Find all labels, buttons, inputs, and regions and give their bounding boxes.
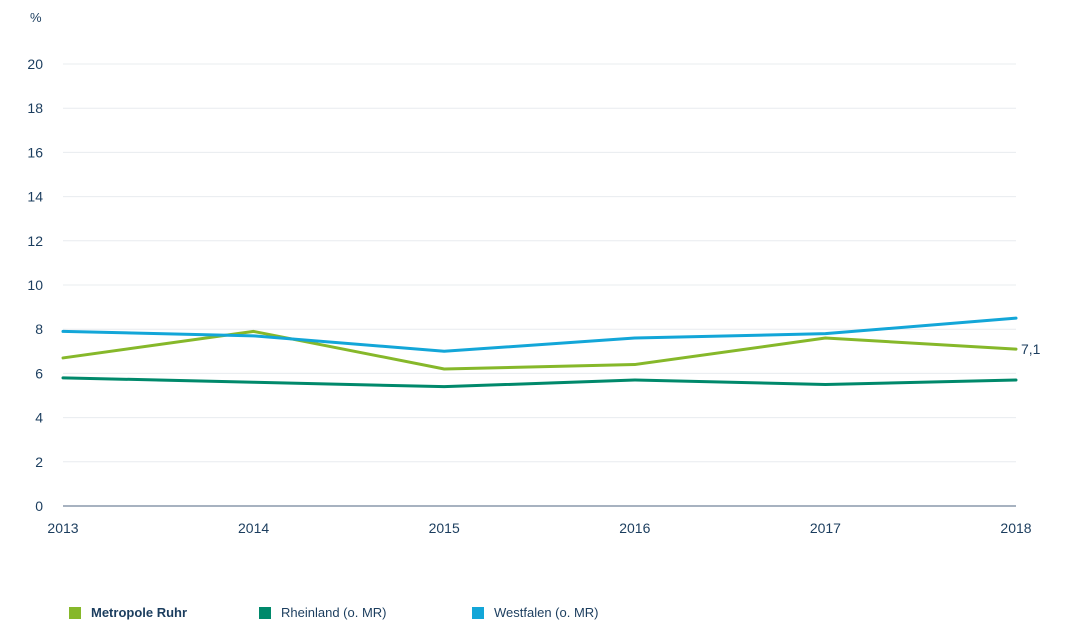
y-tick-label: 2 bbox=[35, 454, 43, 470]
data-label: 7,1 bbox=[1021, 341, 1041, 357]
y-tick-label: 4 bbox=[35, 410, 43, 426]
x-tick-label: 2018 bbox=[1000, 520, 1031, 536]
y-tick-label: 8 bbox=[35, 321, 43, 337]
y-tick-label: 0 bbox=[35, 498, 43, 514]
legend: Metropole Ruhr Rheinland (o. MR) Westfal… bbox=[0, 605, 1080, 625]
legend-item-metropole-ruhr: Metropole Ruhr bbox=[69, 605, 187, 620]
y-tick-label: 16 bbox=[27, 144, 43, 160]
x-tick-label: 2016 bbox=[619, 520, 650, 536]
legend-swatch-westfalen bbox=[472, 606, 484, 619]
legend-label-metropole-ruhr: Metropole Ruhr bbox=[91, 605, 188, 620]
y-tick-label: 6 bbox=[35, 365, 43, 381]
legend-item-westfalen: Westfalen (o. MR) bbox=[472, 605, 599, 620]
series-line-1 bbox=[61, 376, 1018, 389]
y-tick-label: 20 bbox=[27, 56, 43, 72]
x-tick-label: 2014 bbox=[238, 520, 269, 536]
legend-item-rheinland: Rheinland (o. MR) bbox=[259, 605, 387, 620]
x-tick-label: 2015 bbox=[429, 520, 460, 536]
y-tick-label: 14 bbox=[27, 189, 43, 205]
y-tick-label: 12 bbox=[27, 233, 43, 249]
y-tick-label: 10 bbox=[27, 277, 43, 293]
legend-label-rheinland: Rheinland (o. MR) bbox=[281, 605, 387, 620]
series-line-0 bbox=[61, 329, 1018, 371]
legend-swatch-rheinland bbox=[259, 606, 271, 619]
y-tick-label: 18 bbox=[27, 100, 43, 116]
y-unit-label: % bbox=[30, 10, 42, 25]
x-tick-label: 2013 bbox=[47, 520, 78, 536]
x-tick-label: 2017 bbox=[810, 520, 841, 536]
legend-swatch-metropole-ruhr bbox=[69, 606, 81, 619]
legend-label-westfalen: Westfalen (o. MR) bbox=[494, 605, 599, 620]
series-line-2 bbox=[61, 316, 1018, 353]
